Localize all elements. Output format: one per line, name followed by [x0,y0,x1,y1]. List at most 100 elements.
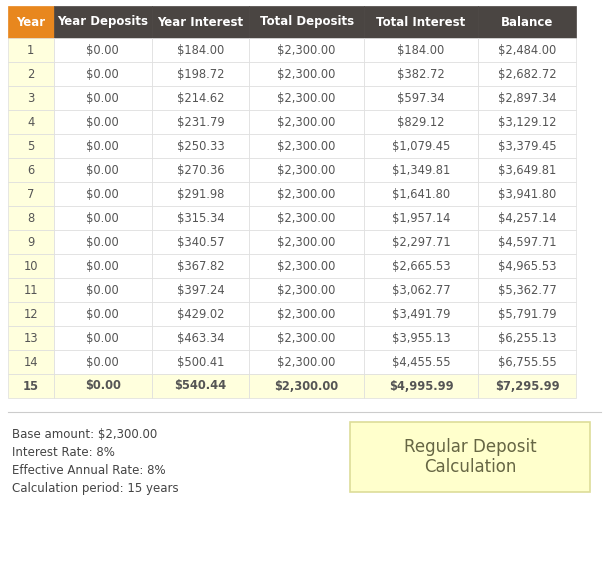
Text: $1,349.81: $1,349.81 [392,164,450,176]
Text: $250.33: $250.33 [177,139,224,152]
Bar [364,278,478,302]
Bar [249,254,364,278]
Text: $198.72: $198.72 [177,67,224,80]
Bar [478,374,576,398]
Bar [364,254,478,278]
Text: $4,995.99: $4,995.99 [389,379,453,392]
Text: 12: 12 [24,307,38,320]
Text: $1,957.14: $1,957.14 [392,211,450,224]
Bar [249,278,364,302]
Bar [8,62,54,86]
Text: $0.00: $0.00 [86,283,119,297]
Bar [249,38,364,62]
Bar [364,110,478,134]
Text: 1: 1 [27,43,35,57]
Bar [152,350,249,374]
Text: $2,297.71: $2,297.71 [392,235,450,248]
Bar [478,110,576,134]
Text: $0.00: $0.00 [86,67,119,80]
Bar [152,6,249,38]
Text: Year: Year [16,16,46,29]
Text: $2,300.00: $2,300.00 [277,211,336,224]
Text: $540.44: $540.44 [174,379,227,392]
Bar [152,62,249,86]
Bar [364,326,478,350]
Text: Total Interest: Total Interest [376,16,466,29]
Bar [364,86,478,110]
Bar [478,302,576,326]
Text: $0.00: $0.00 [86,260,119,273]
Bar [152,278,249,302]
Text: 5: 5 [27,139,35,152]
Text: $0.00: $0.00 [86,188,119,201]
Bar [364,6,478,38]
Text: 6: 6 [27,164,35,176]
Text: $4,597.71: $4,597.71 [498,235,557,248]
Text: Balance: Balance [501,16,554,29]
Text: $2,300.00: $2,300.00 [277,283,336,297]
Bar [54,38,152,62]
Bar [364,230,478,254]
Text: $2,484.00: $2,484.00 [498,43,556,57]
Text: $2,300.00: $2,300.00 [277,139,336,152]
Text: $1,641.80: $1,641.80 [392,188,450,201]
Bar [478,350,576,374]
Text: $3,379.45: $3,379.45 [498,139,557,152]
Bar [478,6,576,38]
Bar [8,278,54,302]
Text: $0.00: $0.00 [86,332,119,345]
Bar [54,326,152,350]
Text: $2,300.00: $2,300.00 [277,92,336,105]
Bar [152,326,249,350]
Text: 13: 13 [24,332,38,345]
Text: 9: 9 [27,235,35,248]
Text: $829.12: $829.12 [397,116,445,129]
Bar [152,86,249,110]
Text: $3,649.81: $3,649.81 [498,164,556,176]
Text: $0.00: $0.00 [86,307,119,320]
Text: $2,897.34: $2,897.34 [498,92,557,105]
Text: $4,965.53: $4,965.53 [498,260,557,273]
Bar [249,374,364,398]
Text: $291.98: $291.98 [177,188,224,201]
Text: $463.34: $463.34 [177,332,224,345]
Bar [54,302,152,326]
Text: Year Deposits: Year Deposits [57,16,148,29]
Text: $231.79: $231.79 [177,116,224,129]
Bar [8,326,54,350]
Bar [54,62,152,86]
Text: $429.02: $429.02 [177,307,224,320]
Bar [152,206,249,230]
Text: $3,062.77: $3,062.77 [392,283,450,297]
Text: 8: 8 [27,211,35,224]
Text: $0.00: $0.00 [86,92,119,105]
Bar [54,134,152,158]
Bar [8,158,54,182]
Text: $5,362.77: $5,362.77 [498,283,557,297]
Text: $6,755.55: $6,755.55 [498,356,557,369]
Bar [364,134,478,158]
Text: $184.00: $184.00 [398,43,445,57]
Bar [478,62,576,86]
Bar [249,6,364,38]
Bar [364,62,478,86]
Text: $315.34: $315.34 [177,211,224,224]
Bar [8,6,54,38]
Bar [54,110,152,134]
Bar [54,86,152,110]
Text: $0.00: $0.00 [86,211,119,224]
Text: Effective Annual Rate: 8%: Effective Annual Rate: 8% [12,464,166,477]
Bar [249,350,364,374]
Bar [249,110,364,134]
Bar [8,38,54,62]
Text: 10: 10 [24,260,38,273]
Bar [152,134,249,158]
Bar [8,134,54,158]
Text: $597.34: $597.34 [397,92,445,105]
Text: Year Interest: Year Interest [157,16,244,29]
Text: $184.00: $184.00 [177,43,224,57]
Bar [249,86,364,110]
Bar [8,350,54,374]
Text: $0.00: $0.00 [86,164,119,176]
Text: Interest Rate: 8%: Interest Rate: 8% [12,446,115,459]
